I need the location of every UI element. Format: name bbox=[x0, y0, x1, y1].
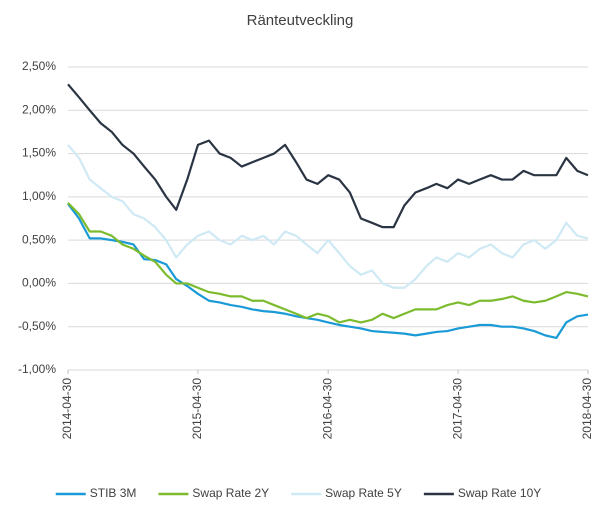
y-tick-label: 2,00% bbox=[22, 102, 56, 116]
legend-label: Swap Rate 5Y bbox=[325, 486, 402, 500]
y-tick-label: 2,50% bbox=[22, 59, 56, 73]
series-line bbox=[67, 202, 589, 324]
x-tick-label: 2014-04-30 bbox=[60, 378, 74, 440]
series-line bbox=[67, 203, 589, 340]
y-tick-label: -1,00% bbox=[18, 362, 56, 376]
x-tick-label: 2018-04-30 bbox=[580, 378, 594, 440]
chart-title: Ränteutveckling bbox=[247, 12, 354, 29]
legend-label: STIB 3M bbox=[90, 486, 137, 500]
series-line bbox=[67, 144, 589, 289]
legend: STIB 3M Swap Rate 2Y Swap Rate 5Y Swap Rate… bbox=[55, 486, 541, 500]
legend-label: Swap Rate 2Y bbox=[192, 486, 269, 500]
y-tick-label: -0,50% bbox=[18, 319, 56, 333]
series-line bbox=[67, 83, 589, 229]
x-tick-label: 2015-04-30 bbox=[190, 378, 204, 440]
y-tick-label: 1,00% bbox=[22, 189, 56, 203]
x-tick-label: 2016-04-30 bbox=[320, 378, 334, 440]
y-tick-label: 1,50% bbox=[22, 146, 56, 160]
y-tick-label: 0,50% bbox=[22, 232, 56, 246]
x-tick-label: 2017-04-30 bbox=[450, 378, 464, 440]
y-tick-label: 0,00% bbox=[22, 276, 56, 290]
legend-label: Swap Rate 10Y bbox=[458, 486, 541, 500]
